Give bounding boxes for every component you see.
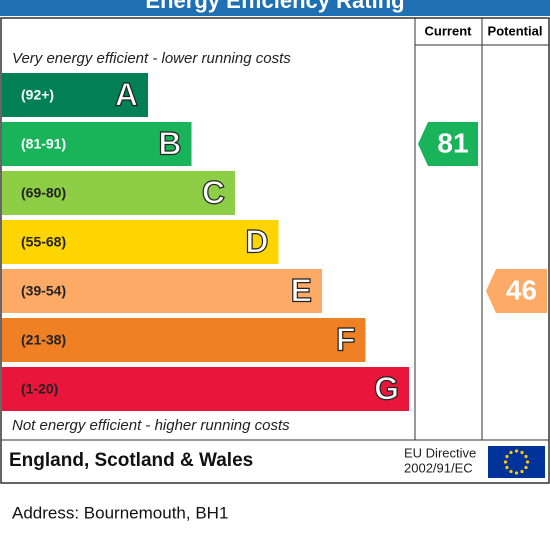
rating-arrow — [486, 269, 547, 313]
band — [2, 73, 148, 117]
band-letter: A — [115, 76, 138, 112]
star — [520, 469, 524, 474]
star — [503, 460, 508, 464]
chart-title: Energy Efficiency Rating — [145, 0, 404, 13]
band-range: (92+) — [21, 87, 54, 103]
rating-arrow — [418, 122, 478, 166]
top-note: Very energy efficient - lower running co… — [12, 50, 291, 67]
band-range: (21-38) — [21, 332, 66, 348]
address: Address: Bournemouth, BH1 — [12, 503, 228, 522]
region: England, Scotland & Wales — [9, 450, 253, 471]
star — [505, 454, 509, 459]
band-letter: E — [291, 272, 312, 308]
band-range: (1-20) — [21, 381, 58, 397]
band-range: (55-68) — [21, 234, 66, 250]
band — [2, 367, 409, 411]
star — [514, 449, 519, 453]
eu-flag — [488, 446, 545, 478]
frame — [0, 17, 550, 484]
band-range: (69-80) — [21, 185, 66, 201]
star — [524, 465, 528, 470]
directive: EU Directive — [404, 445, 476, 460]
star — [505, 465, 509, 470]
directive: 2002/91/EC — [404, 460, 473, 475]
band-range: (39-54) — [21, 283, 66, 299]
bottom-note: Not energy efficient - higher running co… — [12, 417, 290, 434]
band-letter: F — [336, 321, 356, 357]
column-header: Current — [425, 23, 473, 38]
band — [2, 220, 279, 264]
band-letter: B — [158, 125, 181, 161]
band-letter: C — [202, 174, 225, 210]
band-letter: G — [374, 370, 399, 406]
star — [524, 454, 528, 459]
band — [2, 122, 192, 166]
star — [509, 469, 513, 474]
star — [509, 450, 513, 455]
band — [2, 171, 235, 215]
band-letter: D — [245, 223, 268, 259]
title-bar — [0, 0, 550, 16]
rating-value: 46 — [506, 274, 537, 305]
star — [520, 450, 524, 455]
band-range: (81-91) — [21, 136, 66, 152]
band — [2, 318, 366, 362]
column-header: Potential — [488, 23, 543, 38]
star — [514, 471, 519, 475]
star — [525, 460, 530, 464]
band — [2, 269, 322, 313]
rating-value: 81 — [437, 127, 468, 158]
